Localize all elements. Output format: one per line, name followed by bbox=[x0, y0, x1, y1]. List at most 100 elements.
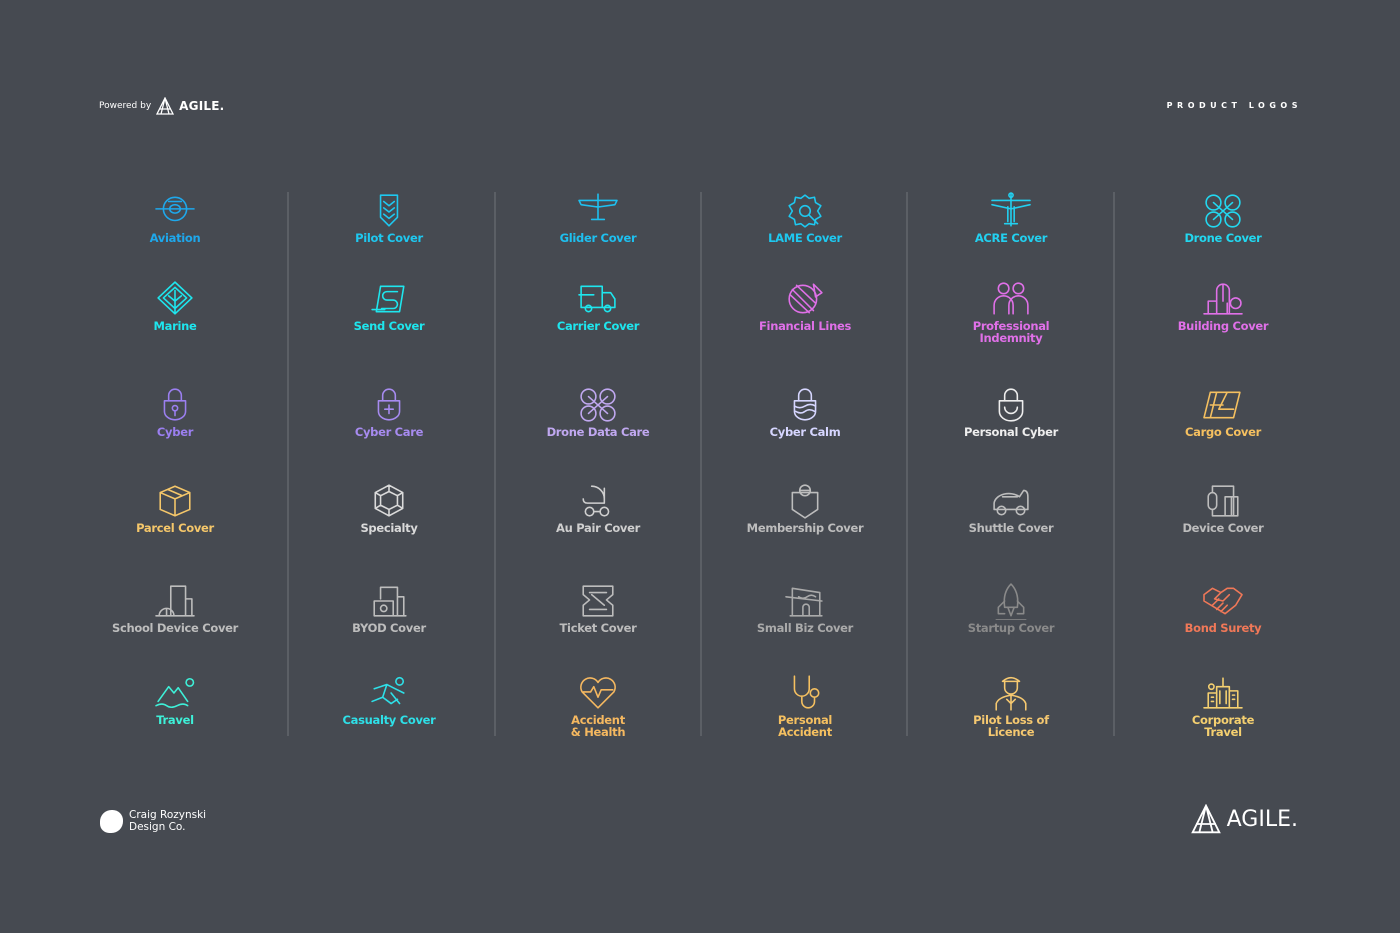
product-logo: Cyber bbox=[75, 386, 275, 438]
product-label: School Device Cover bbox=[111, 621, 239, 635]
product-label: Drone Data Care bbox=[546, 425, 650, 439]
product-label: Glider Cover bbox=[559, 231, 637, 245]
powered-by-text: Powered by bbox=[99, 101, 152, 111]
product-logo: Corporate Travel bbox=[1123, 674, 1323, 738]
product-logo: Bond Surety bbox=[1123, 582, 1323, 634]
product-logo: Au Pair Cover bbox=[498, 482, 698, 534]
product-label: Carrier Cover bbox=[556, 319, 640, 333]
product-logo: Marine bbox=[75, 280, 275, 332]
designer-logo-icon bbox=[100, 809, 123, 833]
product-label: Device Cover bbox=[1182, 521, 1264, 535]
cargo-map-icon bbox=[1203, 391, 1241, 419]
glider-icon bbox=[578, 193, 618, 221]
product-logo: Device Cover bbox=[1123, 482, 1323, 534]
product-logo: Travel bbox=[75, 674, 275, 726]
padlock-plus-icon bbox=[377, 388, 401, 421]
product-logo: Parcel Cover bbox=[75, 482, 275, 534]
product-logo: ACRE Cover bbox=[911, 192, 1111, 244]
product-label: Send Cover bbox=[353, 319, 425, 333]
buildings-icon bbox=[1203, 283, 1243, 315]
pilot-person-icon bbox=[995, 676, 1027, 711]
byod-device-icon bbox=[373, 586, 407, 617]
city-skyline-icon bbox=[1203, 677, 1243, 709]
product-logo: Carrier Cover bbox=[498, 280, 698, 332]
product-label: Small Biz Cover bbox=[756, 621, 854, 635]
product-label: Drone Cover bbox=[1184, 231, 1262, 245]
product-label: Ticket Cover bbox=[559, 621, 637, 635]
product-logo: Personal Cyber bbox=[911, 386, 1111, 438]
product-label: Corporate Travel bbox=[1191, 713, 1255, 739]
product-logo: Accident & Health bbox=[498, 674, 698, 738]
product-label: Cyber bbox=[156, 425, 194, 439]
product-logo: Send Cover bbox=[289, 280, 489, 332]
credit-line-2: Design Co. bbox=[129, 821, 186, 833]
product-label: Membership Cover bbox=[746, 521, 864, 535]
product-label: Au Pair Cover bbox=[556, 521, 640, 535]
product-logo: LAME Cover bbox=[705, 192, 905, 244]
product-label: Aviation bbox=[149, 231, 201, 245]
gem-hexagon-icon bbox=[374, 484, 404, 517]
column-divider bbox=[906, 192, 908, 736]
pram-icon bbox=[582, 485, 610, 517]
product-logo: Professional Indemnity bbox=[911, 280, 1111, 344]
shopfront-icon bbox=[785, 587, 823, 617]
agile-logo-icon bbox=[156, 97, 175, 115]
heart-pulse-icon bbox=[580, 677, 616, 709]
watch-phone-icon bbox=[1207, 485, 1239, 517]
product-label: BYOD Cover bbox=[352, 621, 426, 635]
product-label: Marine bbox=[153, 319, 197, 333]
globe-pen-icon bbox=[788, 283, 823, 314]
product-logo: Drone Cover bbox=[1123, 192, 1323, 244]
product-logo: BYOD Cover bbox=[289, 582, 489, 634]
rocket-icon bbox=[995, 583, 1027, 620]
product-logo: Casualty Cover bbox=[289, 674, 489, 726]
drone-icon bbox=[580, 388, 616, 422]
product-label: Bond Surety bbox=[1184, 621, 1262, 635]
product-logo: Membership Cover bbox=[705, 482, 905, 534]
product-label: Pilot Loss of Licence bbox=[973, 713, 1049, 739]
product-logo: Building Cover bbox=[1123, 280, 1323, 332]
car-icon bbox=[993, 489, 1029, 516]
footer-brand: AGILE. bbox=[1189, 804, 1298, 834]
product-logo: Cyber Care bbox=[289, 386, 489, 438]
product-logo: Drone Data Care bbox=[498, 386, 698, 438]
brand-name: AGILE. bbox=[179, 99, 225, 113]
stethoscope-icon bbox=[793, 675, 820, 709]
column-divider bbox=[494, 192, 496, 736]
product-label: Shuttle Cover bbox=[968, 521, 1054, 535]
product-logo: Personal Accident bbox=[705, 674, 905, 738]
ticket-icon bbox=[582, 585, 614, 617]
footer-brand-name: AGILE. bbox=[1226, 806, 1298, 832]
product-logo: Shuttle Cover bbox=[911, 482, 1111, 534]
product-label: Building Cover bbox=[1177, 319, 1269, 333]
product-label: LAME Cover bbox=[768, 231, 842, 245]
product-logo: Startup Cover bbox=[911, 582, 1111, 634]
diamond-leaf-icon bbox=[157, 281, 193, 315]
parcel-box-icon bbox=[159, 485, 191, 517]
product-label: ACRE Cover bbox=[974, 231, 1048, 245]
designer-credit: Craig Rozynski Design Co. bbox=[100, 809, 206, 833]
propeller-plane-icon bbox=[155, 196, 195, 222]
agile-logo-icon bbox=[1190, 804, 1221, 834]
mountain-sun-icon bbox=[155, 677, 195, 709]
product-logo: Aviation bbox=[75, 192, 275, 244]
product-logo: Specialty bbox=[289, 482, 489, 534]
product-label: Professional Indemnity bbox=[972, 319, 1050, 345]
product-label: Personal Cyber bbox=[964, 425, 1058, 439]
column-divider bbox=[700, 192, 702, 736]
member-shield-icon bbox=[791, 484, 819, 519]
school-device-icon bbox=[155, 585, 195, 617]
credit-line-1: Craig Rozynski bbox=[129, 809, 207, 821]
gear-wrench-icon bbox=[788, 194, 822, 228]
product-label: Financial Lines bbox=[759, 319, 851, 333]
product-label: Startup Cover bbox=[967, 621, 1055, 635]
product-label: Travel bbox=[156, 713, 194, 727]
plane-topdown-icon bbox=[991, 192, 1031, 227]
product-logo: Financial Lines bbox=[705, 280, 905, 332]
send-s-icon bbox=[371, 285, 405, 313]
product-label: Personal Accident bbox=[777, 713, 833, 739]
product-logo: Cyber Calm bbox=[705, 386, 905, 438]
product-label: Accident & Health bbox=[570, 713, 626, 739]
drone-icon bbox=[1205, 194, 1241, 228]
padlock-waves-icon bbox=[793, 388, 817, 421]
